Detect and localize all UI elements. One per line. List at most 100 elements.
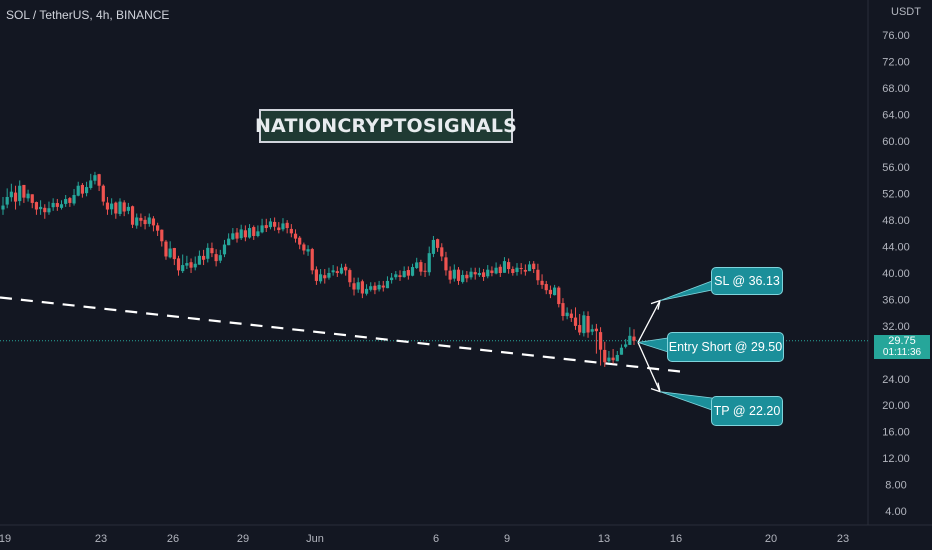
candle-up	[51, 202, 55, 208]
candle-up	[227, 238, 231, 246]
candle-down	[536, 269, 540, 281]
candle-up	[385, 280, 390, 289]
candle-up	[461, 274, 465, 282]
candle-up	[615, 354, 619, 362]
tp-callout-tail	[659, 391, 713, 411]
candle-up	[135, 217, 139, 226]
symbol-header[interactable]: SOL / TetherUS, 4h, BINANCE	[6, 8, 170, 22]
candle-up	[369, 286, 373, 290]
callout-tails	[637, 280, 713, 411]
candle-down	[573, 317, 578, 326]
candle-up	[364, 288, 369, 294]
candle-up	[72, 194, 76, 204]
entry-short-callout[interactable]: Entry Short @ 29.50	[667, 332, 784, 362]
candle-up	[402, 271, 406, 278]
candle-up	[185, 263, 189, 266]
price-axis-ticks: 76.00 72.00 68.00 64.00 60.00 56.00 52.00 48.00…	[882, 30, 910, 518]
candle-up	[84, 187, 89, 194]
support-trendline	[0, 296, 687, 374]
candle-up	[502, 261, 507, 273]
candle-down	[114, 202, 118, 214]
candle-down	[557, 287, 561, 305]
candle-up	[494, 267, 498, 274]
candle-up	[515, 267, 519, 273]
candle-down	[578, 325, 582, 333]
candle-up	[327, 273, 331, 278]
candle-up	[193, 263, 197, 268]
take-profit-callout[interactable]: TP @ 22.20	[711, 396, 783, 426]
candle-up	[93, 175, 97, 181]
candle-down	[586, 315, 590, 333]
candles-group	[1, 171, 636, 367]
time-tick-label: 29	[237, 533, 249, 545]
candle-up	[231, 233, 235, 240]
candle-up	[47, 208, 51, 213]
candle-up	[197, 255, 202, 265]
candle-down	[544, 284, 548, 291]
candle-down	[264, 225, 268, 229]
price-tick-label: 20.00	[882, 400, 910, 412]
candle-down	[122, 202, 126, 212]
candle-up	[218, 255, 222, 261]
candle-up	[126, 206, 130, 211]
price-tick-label: 12.00	[882, 453, 910, 465]
candle-down	[30, 194, 34, 203]
candle-down	[498, 266, 502, 273]
time-tick-label: 19	[0, 533, 11, 545]
candle-up	[39, 206, 43, 210]
candle-up	[168, 248, 172, 258]
candle-up	[76, 185, 80, 196]
candle-down	[160, 229, 164, 242]
price-tick-label: 8.00	[885, 480, 906, 492]
candle-down	[189, 262, 193, 268]
candle-down	[298, 237, 302, 245]
candle-down	[293, 233, 298, 239]
candle-up	[469, 271, 473, 278]
candle-up	[377, 284, 381, 290]
price-tick-label: 64.00	[882, 109, 910, 121]
candle-down	[569, 313, 573, 318]
candle-up	[607, 357, 611, 362]
candle-down	[101, 185, 105, 202]
bar-countdown: 01:11:36	[882, 347, 922, 358]
candle-down	[285, 222, 289, 229]
candle-down	[176, 258, 181, 271]
candle-up	[64, 198, 68, 204]
candle-down	[598, 332, 603, 350]
candle-down	[97, 174, 101, 186]
candle-down	[540, 280, 544, 285]
price-tick-label: 32.00	[882, 321, 910, 333]
sl-arrow-line	[637, 300, 661, 343]
candle-up	[118, 201, 122, 214]
candle-up	[256, 231, 260, 237]
candle-up	[431, 239, 436, 254]
candle-up	[222, 244, 227, 255]
candle-down	[352, 283, 356, 290]
candle-down	[22, 184, 26, 198]
price-tick-label: 36.00	[882, 294, 910, 306]
candle-down	[423, 270, 427, 272]
candle-up	[5, 196, 9, 205]
price-tick-label: 24.00	[882, 374, 910, 386]
candle-down	[473, 272, 477, 275]
time-tick-label: 9	[504, 533, 510, 545]
candle-down	[532, 263, 536, 270]
candle-up	[339, 267, 344, 274]
candle-up	[9, 191, 13, 198]
current-price-label: 29.75 01:11:36	[874, 335, 930, 359]
price-tick-label: 16.00	[882, 427, 910, 439]
candle-up	[486, 269, 490, 277]
candle-up	[553, 287, 557, 296]
candle-down	[548, 289, 553, 295]
candle-up	[110, 203, 114, 210]
price-tick-label: 40.00	[882, 268, 910, 280]
price-tick-label: 68.00	[882, 83, 910, 95]
candle-up	[181, 265, 185, 272]
candle-up	[26, 193, 30, 199]
candle-down	[235, 232, 239, 239]
candle-up	[415, 262, 419, 269]
price-tick-label: 44.00	[882, 242, 910, 254]
stop-loss-callout[interactable]: SL @ 36.13	[711, 267, 783, 295]
time-tick-label: 13	[598, 533, 610, 545]
